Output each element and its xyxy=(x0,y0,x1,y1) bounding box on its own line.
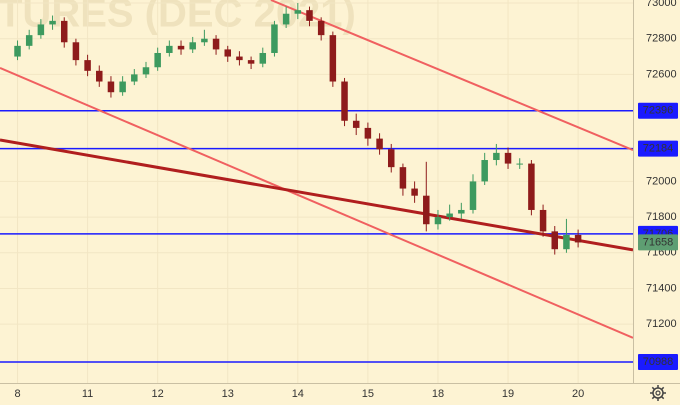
trend-line xyxy=(270,0,633,151)
candle-body xyxy=(306,10,313,21)
candle-body xyxy=(96,70,103,82)
candle-body xyxy=(294,10,302,14)
plot-area xyxy=(0,0,633,383)
candle-body xyxy=(282,13,290,25)
candle-body xyxy=(131,74,138,82)
y-tick-label: 73000 xyxy=(646,0,677,9)
candle-body xyxy=(364,127,372,139)
candle-body xyxy=(166,45,173,53)
x-tick-label: 12 xyxy=(152,388,164,400)
trend-line xyxy=(0,138,633,252)
level-label-box xyxy=(638,140,678,157)
candle-body xyxy=(434,217,442,225)
candle-body xyxy=(25,35,33,46)
level-label: 72184 xyxy=(643,143,674,155)
candle-body xyxy=(563,234,570,250)
x-tick-label: 18 xyxy=(432,388,444,400)
candle-body xyxy=(446,213,453,218)
last-price-box xyxy=(638,234,678,251)
candle-body xyxy=(516,163,523,165)
candle-body xyxy=(119,81,126,93)
candle-body xyxy=(14,45,21,57)
candle-body xyxy=(154,52,161,68)
candle-body xyxy=(469,181,477,210)
y-tick-label: 72600 xyxy=(646,68,677,80)
x-tick-label: 20 xyxy=(572,388,584,400)
x-tick-label: 14 xyxy=(292,388,304,400)
candle-body xyxy=(528,163,535,210)
candle-body xyxy=(259,52,267,64)
x-tick-label: 11 xyxy=(82,388,93,400)
level-label-box xyxy=(638,353,678,370)
candle-body xyxy=(352,120,360,128)
candle-body xyxy=(387,149,395,168)
candle-body xyxy=(411,188,418,196)
candle-body xyxy=(341,81,348,121)
candle-body xyxy=(399,167,407,189)
plot-content xyxy=(0,0,633,383)
candle-body xyxy=(236,56,243,61)
y-tick-label: 71800 xyxy=(646,211,677,223)
settings-icon[interactable] xyxy=(650,385,666,401)
candle-body xyxy=(481,160,488,182)
candle-body xyxy=(271,24,278,53)
candle-body xyxy=(142,67,150,75)
x-tick-label: 15 xyxy=(362,388,374,400)
level-label: 72396 xyxy=(643,105,674,117)
candle-body xyxy=(329,35,337,82)
candle-body xyxy=(201,38,208,43)
candle-body xyxy=(247,60,255,64)
candle-body xyxy=(574,234,582,243)
candle-body xyxy=(317,20,325,36)
y-tick-label: 72800 xyxy=(646,33,677,45)
candle-body xyxy=(37,24,45,36)
last-price-label: 71658 xyxy=(643,236,674,248)
candle-body xyxy=(458,209,465,214)
level-label-box xyxy=(638,102,678,119)
x-tick-label: 8 xyxy=(14,388,20,400)
candle-body xyxy=(212,38,220,50)
candle-body xyxy=(49,20,56,25)
candle-body xyxy=(376,138,383,150)
y-tick-label: 71200 xyxy=(646,318,677,330)
y-tick-label: 71400 xyxy=(646,282,677,294)
candle-body xyxy=(493,152,500,161)
candle-body xyxy=(177,45,185,50)
y-tick-label: 72000 xyxy=(646,175,677,187)
level-label: 70988 xyxy=(643,356,674,368)
candle-body xyxy=(189,42,196,50)
candle-body xyxy=(224,49,231,57)
trend-line xyxy=(0,67,633,339)
candle-body xyxy=(539,209,547,232)
x-tick-label: 19 xyxy=(502,388,514,400)
x-tick-label: 13 xyxy=(222,388,234,400)
candle-body xyxy=(551,231,559,250)
candle-body xyxy=(504,152,512,164)
candle-body xyxy=(84,60,91,71)
candle-body xyxy=(72,42,80,61)
watermark-title: TURES (DEC 2021) xyxy=(0,0,356,36)
candle-body xyxy=(107,81,115,93)
candle-body xyxy=(423,195,430,225)
candle-body xyxy=(60,20,68,43)
